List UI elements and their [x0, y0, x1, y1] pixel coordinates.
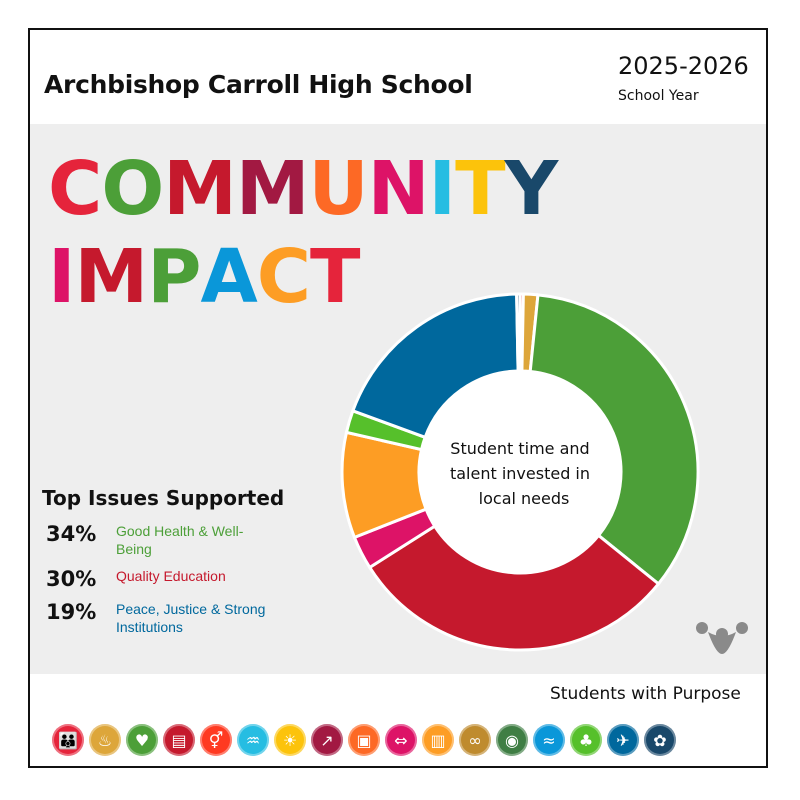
book-icon: ▤: [163, 724, 195, 756]
tree-icon: ♣: [570, 724, 602, 756]
community-letter-4: U: [308, 146, 369, 232]
community-letter-8: Y: [504, 146, 559, 232]
impact-letter-2: P: [147, 234, 201, 320]
impact-letter-1: M: [74, 234, 149, 320]
impact-letter-3: A: [200, 234, 257, 320]
community-letter-6: I: [428, 146, 457, 232]
header: Archbishop Carroll High School 2025-2026…: [30, 30, 766, 124]
cubes-icon: ▣: [348, 724, 380, 756]
city-icon: ▥: [422, 724, 454, 756]
community-letter-7: T: [455, 146, 505, 232]
growth-chart-icon: ↗: [311, 724, 343, 756]
community-letter-0: C: [48, 146, 102, 232]
equality-icon: ⇔: [385, 724, 417, 756]
center-text-line-2: talent invested in: [450, 464, 590, 483]
top-issues-heading: Top Issues Supported: [42, 486, 285, 510]
heartbeat-icon: ♥: [126, 724, 158, 756]
impact-card: Archbishop Carroll High School 2025-2026…: [28, 28, 768, 768]
eye-globe-icon: ◉: [496, 724, 528, 756]
bowl-icon: ♨: [89, 724, 121, 756]
donut-chart: Student time and talent invested in loca…: [340, 292, 700, 652]
top-issue-1-label: Good Health & Well-Being: [116, 523, 244, 557]
impact-letter-0: I: [48, 234, 76, 320]
dove-icon: ✈: [607, 724, 639, 756]
top-issue-3-pct: 19%: [46, 600, 97, 624]
water-icon: ♒: [237, 724, 269, 756]
community-letter-1: O: [101, 146, 164, 232]
donut-hole: [419, 371, 621, 573]
top-issue-3-label: Peace, Justice & Strong Institutions: [116, 601, 266, 635]
community-letter-5: N: [367, 146, 430, 232]
school-year: 2025-2026: [618, 52, 749, 80]
community-letter-2: M: [163, 146, 237, 232]
brand-logo-icon: [696, 622, 748, 654]
fish-icon: ≈: [533, 724, 565, 756]
top-issue-1-pct: 34%: [46, 522, 97, 546]
sdg-icon-row: 👪 ♨ ♥ ▤ ⚥ ♒ ☀ ↗ ▣ ⇔ ▥ ∞ ◉ ≈ ♣ ✈ ✿: [52, 724, 676, 756]
school-name: Archbishop Carroll High School: [44, 70, 473, 99]
community-letter-3: M: [235, 146, 310, 232]
school-year-label: School Year: [618, 88, 699, 104]
gender-icon: ⚥: [200, 724, 232, 756]
top-issue-2-label: Quality Education: [116, 568, 226, 584]
impact-letter-5: T: [310, 234, 360, 320]
family-icon: 👪: [52, 724, 84, 756]
donut-slice-8: [515, 292, 522, 373]
infinity-icon: ∞: [459, 724, 491, 756]
top-issue-2-pct: 30%: [46, 567, 97, 591]
footer: Students with Purpose 👪 ♨ ♥ ▤ ⚥ ♒ ☀ ↗ ▣ ⇔ ▥ ∞ ◉ ≈ ♣ ✈ ✿: [30, 674, 766, 766]
center-text-line-3: local needs: [479, 489, 570, 508]
impact-letter-4: C: [256, 234, 311, 320]
center-text-line-1: Student time and: [450, 439, 589, 458]
tagline: Students with Purpose: [550, 684, 741, 704]
sun-icon: ☀: [274, 724, 306, 756]
partnership-icon: ✿: [644, 724, 676, 756]
